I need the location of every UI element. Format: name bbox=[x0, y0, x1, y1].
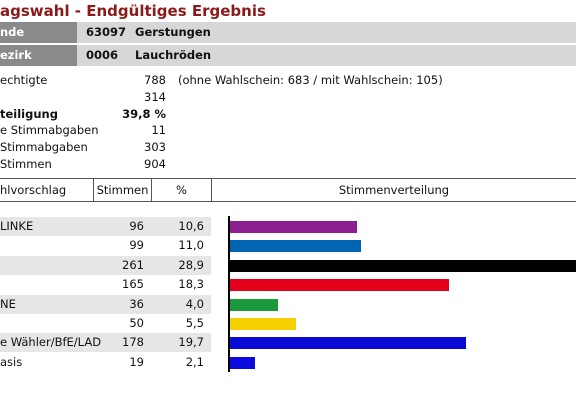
vote-percent: 18,3 bbox=[178, 277, 204, 292]
header-stimmen: Stimmen bbox=[93, 179, 151, 201]
table-row: 261 28,9 bbox=[0, 255, 576, 275]
stat-value: 11 bbox=[151, 123, 166, 138]
stat-label: Stimmabgaben bbox=[0, 140, 88, 155]
table-row: LINKE 96 10,6 bbox=[0, 217, 576, 236]
stat-label: e Stimmabgaben bbox=[0, 123, 99, 138]
table-row: asis 19 2,1 bbox=[0, 353, 576, 372]
vote-percent: 28,9 bbox=[178, 257, 204, 272]
header-stimmenverteilung: Stimmenverteilung bbox=[211, 179, 576, 201]
table-row: NE 36 4,0 bbox=[0, 294, 576, 314]
stat-row: Stimmabgaben 303 bbox=[0, 139, 430, 156]
row-background bbox=[0, 255, 211, 275]
vote-bar bbox=[230, 337, 466, 350]
stat-value: 303 bbox=[144, 140, 166, 155]
vote-count: 19 bbox=[129, 354, 144, 369]
stat-note: (ohne Wahlschein: 683 / mit Wahlschein: … bbox=[178, 73, 443, 87]
vote-count: 36 bbox=[129, 296, 144, 311]
vote-count: 96 bbox=[129, 219, 144, 233]
vote-percent: 10,6 bbox=[178, 219, 204, 233]
vote-bar bbox=[230, 356, 255, 369]
stat-row: Stimmen 904 bbox=[0, 156, 430, 173]
vote-bar bbox=[230, 240, 361, 253]
bezirk-code: 0006 bbox=[86, 48, 119, 62]
vote-count: 99 bbox=[129, 238, 144, 253]
vote-count: 50 bbox=[129, 316, 144, 330]
stat-label: echtigte bbox=[0, 73, 48, 87]
vote-bar bbox=[230, 279, 449, 292]
gemeinde-code: 63097 bbox=[86, 25, 127, 39]
row-background bbox=[0, 294, 211, 314]
results-table-header: hlvorschlag Stimmen % Stimmenverteilung bbox=[0, 178, 576, 202]
vote-count: 261 bbox=[122, 257, 144, 272]
header-wahlvorschlag: hlvorschlag bbox=[0, 183, 67, 197]
stat-row: teiligung 39,8 % bbox=[0, 106, 430, 123]
stat-value: 39,8 % bbox=[122, 106, 166, 121]
stat-row: echtigte 788 (ohne Wahlschein: 683 / mit W… bbox=[0, 72, 443, 89]
gemeinde-row: nde 63097 Gerstungen bbox=[0, 22, 576, 43]
vote-bar bbox=[230, 221, 357, 233]
gemeinde-label: nde bbox=[0, 22, 77, 43]
table-row: 50 5,5 bbox=[0, 314, 576, 333]
table-row: 99 11,0 bbox=[0, 236, 576, 255]
stat-value: 904 bbox=[144, 157, 166, 171]
page-title: agswahl - Endgültiges Ergebnis bbox=[0, 2, 266, 20]
stat-value: 788 bbox=[144, 73, 166, 87]
chart-axis bbox=[228, 216, 230, 372]
vote-percent: 5,5 bbox=[185, 316, 204, 330]
party-name: LINKE bbox=[0, 219, 34, 233]
table-row: e Wähler/BfE/LAD 178 19,7 bbox=[0, 333, 576, 353]
row-background bbox=[0, 353, 211, 372]
stat-row: e Stimmabgaben 11 bbox=[0, 122, 430, 139]
stat-label: Stimmen bbox=[0, 157, 52, 171]
vote-percent: 11,0 bbox=[178, 238, 204, 253]
bezirk-row: ezirk 0006 Lauchröden bbox=[0, 45, 576, 66]
vote-percent: 2,1 bbox=[185, 354, 204, 369]
party-name: asis bbox=[0, 354, 23, 369]
vote-percent: 19,7 bbox=[178, 335, 204, 350]
vote-bar bbox=[230, 298, 278, 311]
row-background bbox=[0, 314, 211, 333]
row-background bbox=[0, 333, 211, 353]
header-percent: % bbox=[151, 179, 211, 201]
vote-count: 178 bbox=[122, 335, 144, 350]
stat-value: 314 bbox=[144, 89, 166, 104]
bezirk-label: ezirk bbox=[0, 45, 77, 66]
vote-percent: 4,0 bbox=[185, 296, 204, 311]
vote-bar bbox=[230, 259, 576, 272]
gemeinde-name: Gerstungen bbox=[135, 25, 211, 39]
vote-count: 165 bbox=[122, 277, 144, 292]
party-name: NE bbox=[0, 296, 16, 311]
vote-bar bbox=[230, 318, 296, 330]
bezirk-name: Lauchröden bbox=[135, 48, 212, 62]
table-row: 165 18,3 bbox=[0, 275, 576, 294]
stat-label: teiligung bbox=[0, 106, 58, 121]
row-background bbox=[0, 217, 211, 236]
party-name: e Wähler/BfE/LAD bbox=[0, 335, 102, 350]
stat-row: 314 bbox=[0, 89, 430, 106]
